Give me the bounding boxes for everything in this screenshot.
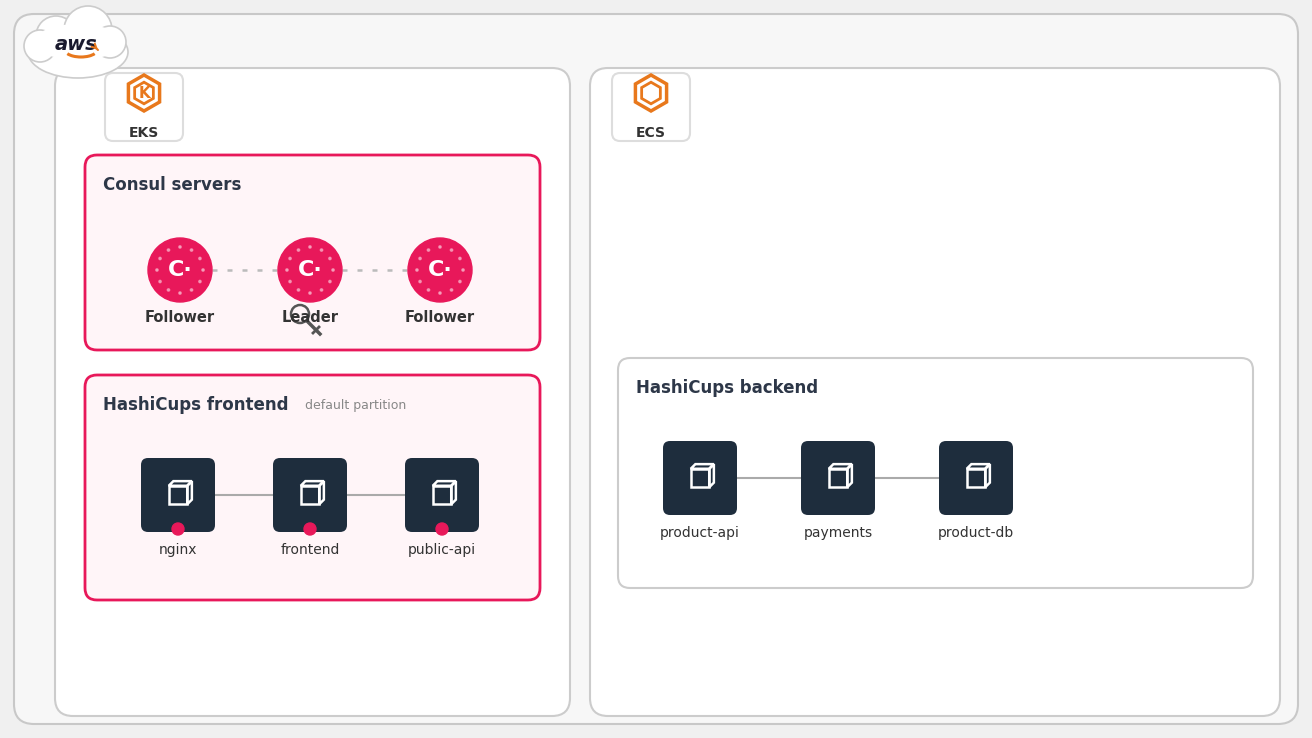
Text: K: K — [138, 86, 150, 100]
FancyBboxPatch shape — [14, 14, 1298, 724]
Circle shape — [159, 258, 161, 260]
FancyBboxPatch shape — [611, 73, 690, 141]
Circle shape — [304, 523, 316, 535]
Circle shape — [308, 246, 311, 248]
FancyBboxPatch shape — [273, 458, 346, 532]
FancyBboxPatch shape — [85, 155, 541, 350]
Circle shape — [462, 269, 464, 271]
Text: product-api: product-api — [660, 526, 740, 540]
Circle shape — [416, 269, 419, 271]
Circle shape — [450, 249, 453, 251]
Text: aws: aws — [55, 35, 97, 53]
FancyBboxPatch shape — [663, 441, 737, 515]
FancyBboxPatch shape — [802, 441, 875, 515]
Ellipse shape — [34, 24, 122, 60]
Circle shape — [289, 280, 291, 283]
Circle shape — [198, 280, 201, 283]
Text: frontend: frontend — [281, 543, 340, 557]
Circle shape — [190, 289, 193, 292]
Circle shape — [198, 258, 201, 260]
FancyBboxPatch shape — [939, 441, 1013, 515]
Text: Follower: Follower — [405, 311, 475, 325]
FancyBboxPatch shape — [105, 73, 182, 141]
Text: Consul servers: Consul servers — [104, 176, 241, 194]
Text: EKS: EKS — [129, 126, 159, 140]
FancyBboxPatch shape — [405, 458, 479, 532]
FancyBboxPatch shape — [590, 68, 1281, 716]
FancyBboxPatch shape — [85, 375, 541, 600]
Circle shape — [332, 269, 335, 271]
Text: C·: C· — [298, 260, 323, 280]
Text: C·: C· — [428, 260, 453, 280]
Circle shape — [459, 258, 461, 260]
Text: product-db: product-db — [938, 526, 1014, 540]
Circle shape — [320, 289, 323, 292]
Circle shape — [168, 289, 169, 292]
Circle shape — [298, 289, 299, 292]
Circle shape — [178, 246, 181, 248]
Circle shape — [408, 238, 472, 302]
Circle shape — [419, 280, 421, 283]
Circle shape — [308, 292, 311, 294]
Circle shape — [438, 292, 441, 294]
Circle shape — [298, 249, 299, 251]
Circle shape — [24, 30, 56, 62]
Text: Follower: Follower — [144, 311, 215, 325]
Circle shape — [438, 246, 441, 248]
Circle shape — [190, 249, 193, 251]
Circle shape — [450, 289, 453, 292]
Circle shape — [329, 280, 331, 283]
Circle shape — [159, 280, 161, 283]
Circle shape — [436, 523, 447, 535]
Circle shape — [35, 16, 76, 56]
Circle shape — [202, 269, 205, 271]
FancyBboxPatch shape — [55, 68, 569, 716]
Circle shape — [428, 249, 430, 251]
Circle shape — [64, 6, 112, 54]
Text: default partition: default partition — [304, 399, 407, 412]
Text: nginx: nginx — [159, 543, 197, 557]
Text: public-api: public-api — [408, 543, 476, 557]
Circle shape — [278, 238, 342, 302]
Text: payments: payments — [803, 526, 872, 540]
Text: Leader: Leader — [282, 311, 338, 325]
Circle shape — [320, 249, 323, 251]
Circle shape — [459, 280, 461, 283]
Circle shape — [156, 269, 159, 271]
FancyBboxPatch shape — [618, 358, 1253, 588]
Text: HashiCups frontend: HashiCups frontend — [104, 396, 289, 414]
Circle shape — [286, 269, 289, 271]
FancyBboxPatch shape — [140, 458, 215, 532]
Circle shape — [148, 238, 213, 302]
Text: ECS: ECS — [636, 126, 666, 140]
Circle shape — [172, 523, 184, 535]
Ellipse shape — [28, 26, 129, 78]
Circle shape — [168, 249, 169, 251]
Text: C·: C· — [168, 260, 193, 280]
Circle shape — [94, 26, 126, 58]
Circle shape — [178, 292, 181, 294]
Circle shape — [419, 258, 421, 260]
Text: HashiCups backend: HashiCups backend — [636, 379, 819, 397]
Circle shape — [329, 258, 331, 260]
Circle shape — [289, 258, 291, 260]
Circle shape — [428, 289, 430, 292]
